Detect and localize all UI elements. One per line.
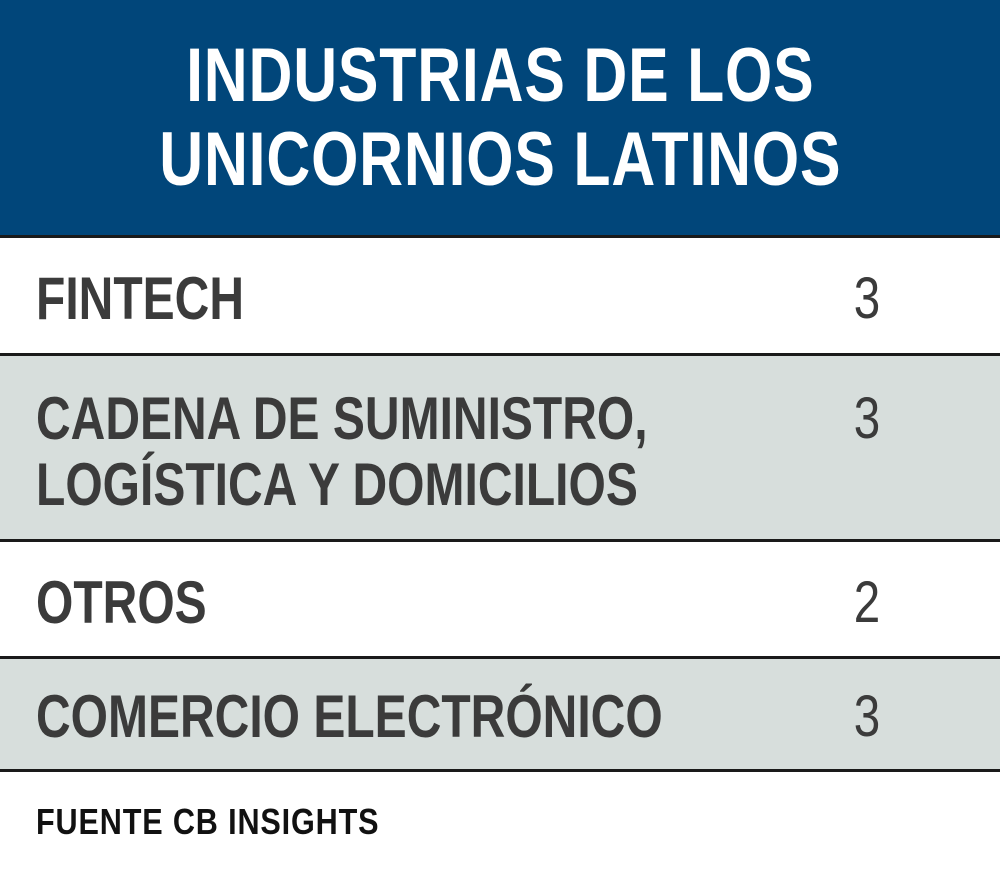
row-value-ecommerce: 3: [853, 684, 880, 749]
source-note: FUENTE CB INSIGHTS: [36, 801, 380, 842]
row-value-otros: 2: [853, 570, 880, 635]
chart-header: INDUSTRIAS DE LOS UNICORNIOS LATINOS: [0, 0, 1000, 235]
table-row-otros: OTROS 2: [0, 539, 1000, 656]
chart-title: INDUSTRIAS DE LOS UNICORNIOS LATINOS: [158, 32, 842, 202]
table-row-ecommerce: COMERCIO ELECTRÓNICO 3: [0, 656, 1000, 772]
chart-title-line-2: UNICORNIOS LATINOS: [158, 116, 842, 202]
row-label-fintech: FINTECH: [36, 265, 244, 332]
row-value-supply-chain: 3: [853, 386, 880, 451]
row-label-otros: OTROS: [36, 569, 207, 636]
row-value-fintech: 3: [853, 266, 880, 331]
row-label-supply-chain-line-2: LOGÍSTICA Y DOMICILIOS: [36, 451, 638, 518]
row-label-supply-chain-line-1: CADENA DE SUMINISTRO,: [36, 385, 648, 452]
row-label-supply-chain: CADENA DE SUMINISTRO, LOGÍSTICA Y DOMICI…: [36, 386, 648, 518]
chart-title-line-1: INDUSTRIAS DE LOS: [185, 32, 815, 118]
industry-table: FINTECH 3 CADENA DE SUMINISTRO, LOGÍSTIC…: [0, 235, 1000, 772]
table-row-supply-chain: CADENA DE SUMINISTRO, LOGÍSTICA Y DOMICI…: [0, 353, 1000, 539]
table-row-fintech: FINTECH 3: [0, 235, 1000, 353]
row-label-ecommerce: COMERCIO ELECTRÓNICO: [36, 683, 663, 750]
